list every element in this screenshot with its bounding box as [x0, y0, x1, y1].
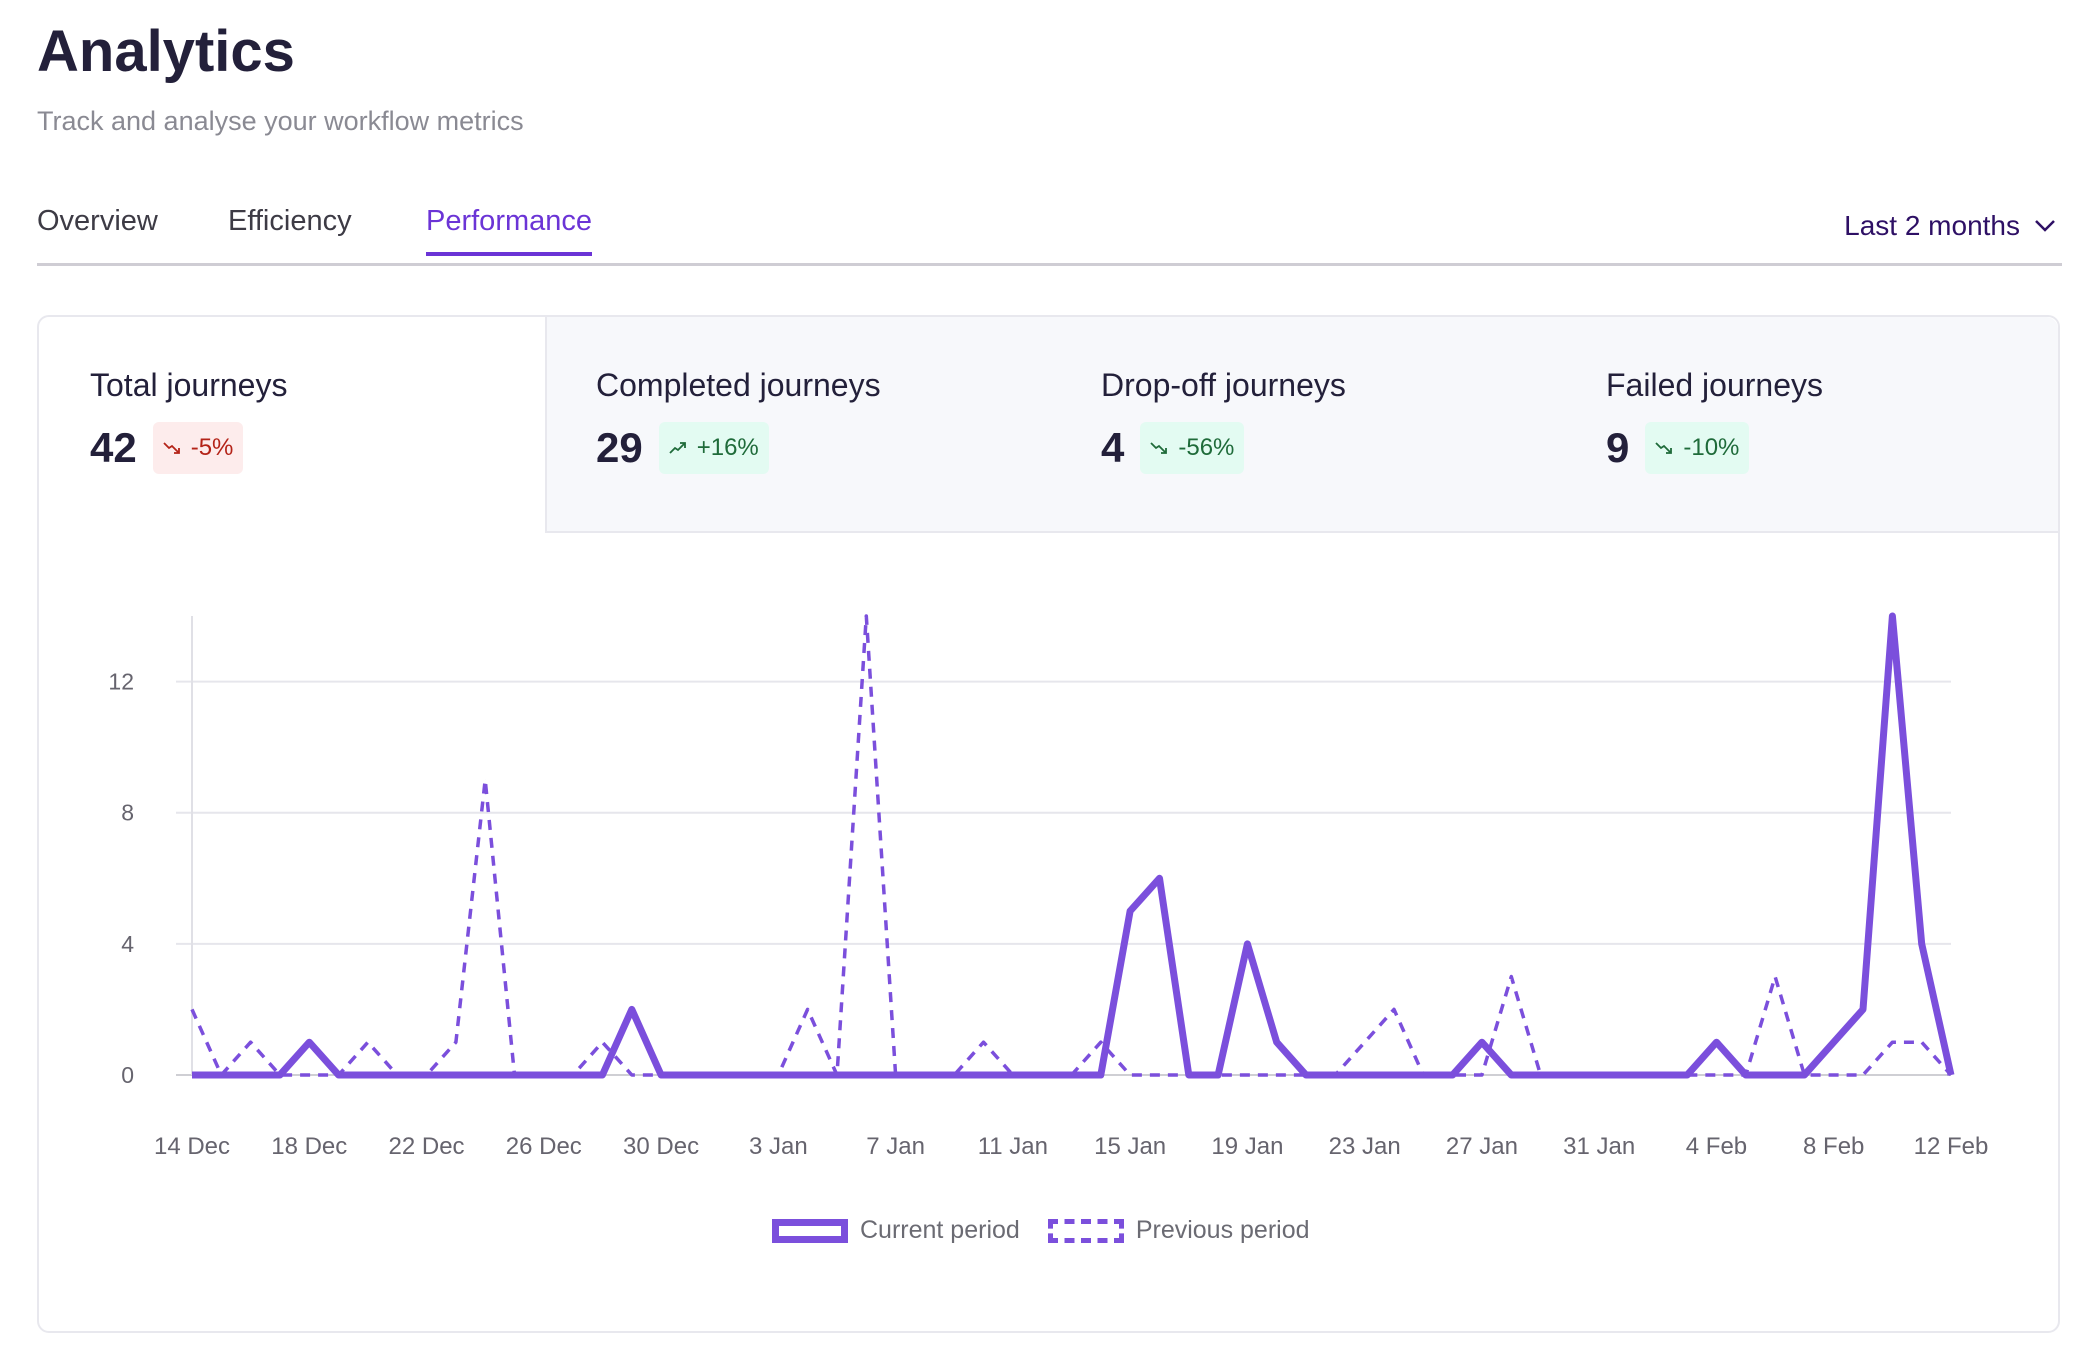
page-title: Analytics	[37, 19, 295, 84]
x-tick-label: 3 Jan	[749, 1133, 808, 1160]
stat-tab-completed-journeys[interactable]: Completed journeys 29 +16%	[596, 367, 881, 474]
change-value: -10%	[1683, 434, 1740, 461]
y-tick-label: 12	[108, 669, 134, 695]
x-tick-label: 31 Jan	[1563, 1133, 1635, 1160]
trend-down-icon	[163, 434, 183, 462]
date-range-select[interactable]: Last 2 months	[1844, 210, 2056, 242]
page-subtitle: Track and analyse your workflow metrics	[37, 106, 524, 136]
change-value: +16%	[696, 434, 759, 461]
stat-label: Failed journeys	[1606, 367, 1823, 403]
legend-swatch-current[interactable]	[772, 1218, 848, 1243]
x-tick-label: 26 Dec	[506, 1133, 582, 1160]
tab-bar: Overview Efficiency Performance	[37, 205, 2062, 266]
x-tick-label: 18 Dec	[271, 1133, 347, 1160]
x-tick-label: 8 Feb	[1803, 1133, 1864, 1160]
stat-tab-drop-off-journeys[interactable]: Drop-off journeys 4 -56%	[1101, 367, 1346, 474]
stats-tabs-background	[545, 317, 2058, 533]
series-line-previous	[190, 614, 1953, 1077]
chevron-down-icon	[2035, 220, 2055, 232]
trend-up-icon	[669, 434, 689, 462]
stat-tab-failed-journeys[interactable]: Failed journeys 9 -10%	[1606, 367, 1823, 474]
trend-down-icon	[1655, 434, 1675, 462]
x-tick-label: 27 Jan	[1446, 1133, 1518, 1160]
tab-efficiency[interactable]: Efficiency	[228, 205, 352, 237]
date-range-value: Last 2 months	[1844, 210, 2020, 241]
x-tick-label: 4 Feb	[1686, 1133, 1747, 1160]
legend-label-current[interactable]: Current period	[860, 1216, 1020, 1244]
x-tick-label: 12 Feb	[1914, 1133, 1989, 1160]
legend-label-previous[interactable]: Previous period	[1135, 1216, 1310, 1244]
stat-label: Drop-off journeys	[1101, 367, 1346, 403]
chart-legend: Current period Previous period	[772, 1216, 1310, 1245]
change-value: -56%	[1178, 434, 1235, 461]
stat-value: 4	[1101, 424, 1125, 471]
change-badge: -10%	[1645, 422, 1750, 474]
change-badge: -56%	[1140, 422, 1245, 474]
stat-tab-total-journeys[interactable]: Total journeys 42 -5%	[90, 367, 287, 474]
stat-value: 29	[596, 424, 643, 471]
x-tick-label: 23 Jan	[1329, 1133, 1401, 1160]
y-tick-label: 0	[121, 1062, 134, 1088]
x-tick-label: 22 Dec	[389, 1133, 465, 1160]
trend-down-icon	[1150, 434, 1170, 462]
legend-swatch-previous[interactable]	[1047, 1218, 1124, 1243]
y-tick-label: 8	[121, 800, 134, 826]
tab-performance[interactable]: Performance	[426, 205, 593, 256]
x-tick-label: 11 Jan	[978, 1133, 1048, 1160]
series-line-current	[192, 612, 1955, 1079]
stat-label: Total journeys	[90, 367, 288, 403]
x-tick-label: 15 Jan	[1094, 1133, 1166, 1160]
metrics-card: Total journeys 42 -5% Completed journeys …	[37, 315, 2060, 1333]
stat-label: Completed journeys	[596, 367, 881, 403]
change-badge: -5%	[152, 422, 244, 474]
x-tick-label: 19 Jan	[1211, 1133, 1283, 1160]
change-value: -5%	[190, 434, 234, 461]
x-tick-label: 14 Dec	[154, 1133, 230, 1160]
x-tick-label: 30 Dec	[623, 1133, 699, 1160]
change-badge: +16%	[658, 422, 769, 474]
x-tick-label: 7 Jan	[866, 1133, 925, 1160]
y-tick-label: 4	[121, 931, 134, 957]
stat-value: 9	[1606, 424, 1630, 471]
tab-overview[interactable]: Overview	[37, 205, 158, 237]
stat-value: 42	[90, 424, 137, 471]
